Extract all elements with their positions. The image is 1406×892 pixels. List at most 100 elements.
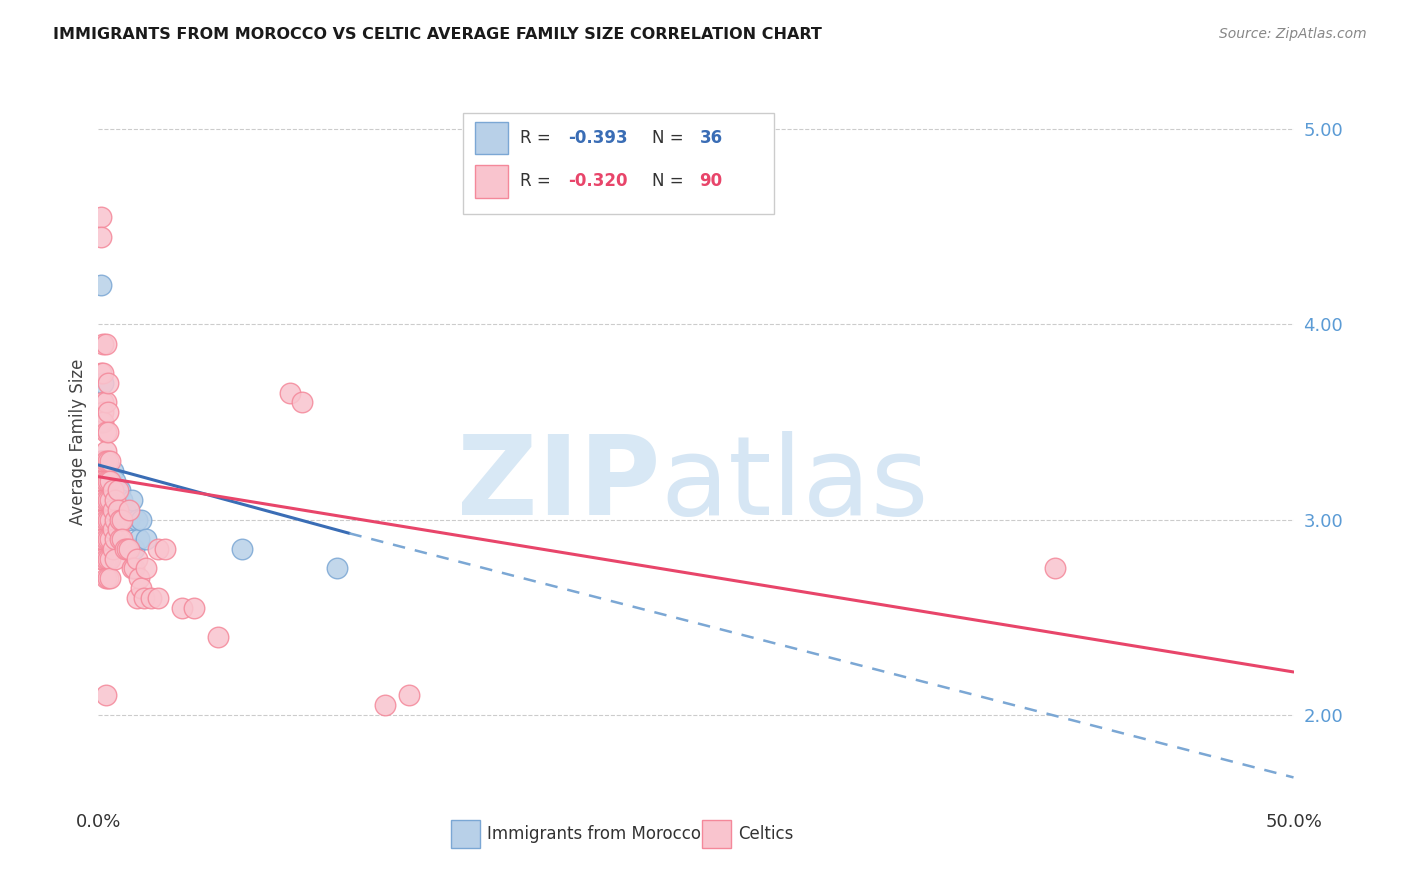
Point — [101, 464, 124, 478]
Point — [94, 337, 117, 351]
Point — [97, 493, 120, 508]
Point — [94, 425, 117, 439]
Point — [291, 395, 314, 409]
Point — [90, 551, 112, 566]
Point — [98, 454, 122, 468]
Point — [90, 513, 112, 527]
Point — [101, 541, 124, 556]
Point — [90, 415, 112, 429]
Point — [91, 493, 114, 508]
Point — [97, 474, 120, 488]
Point — [91, 551, 114, 566]
Text: N =: N = — [652, 129, 689, 147]
FancyBboxPatch shape — [475, 165, 509, 198]
Text: atlas: atlas — [661, 432, 928, 539]
Point — [101, 523, 124, 537]
Point — [97, 571, 120, 585]
Point — [94, 551, 117, 566]
Point — [125, 551, 148, 566]
Point — [94, 532, 117, 546]
Point — [98, 474, 122, 488]
Point — [97, 513, 120, 527]
Point — [91, 337, 114, 351]
Point — [104, 532, 127, 546]
Point — [90, 454, 112, 468]
Point — [231, 541, 253, 556]
Point — [121, 561, 143, 575]
Point — [98, 513, 122, 527]
Point — [131, 513, 153, 527]
Point — [104, 493, 127, 508]
Point — [97, 405, 120, 419]
Point — [108, 483, 131, 498]
Point — [115, 513, 138, 527]
Point — [97, 513, 120, 527]
Point — [91, 415, 114, 429]
Point — [98, 493, 122, 508]
Text: ZIP: ZIP — [457, 432, 661, 539]
Point — [91, 493, 114, 508]
Point — [132, 591, 155, 605]
Point — [125, 591, 148, 605]
Point — [207, 630, 229, 644]
Point — [128, 532, 150, 546]
Point — [90, 366, 112, 380]
Point — [91, 366, 114, 380]
Point — [94, 395, 117, 409]
FancyBboxPatch shape — [463, 112, 773, 214]
Point — [124, 541, 146, 556]
Text: -0.320: -0.320 — [568, 172, 627, 190]
Point — [125, 513, 148, 527]
Point — [97, 376, 120, 390]
Point — [114, 503, 136, 517]
Text: 36: 36 — [700, 129, 723, 147]
Text: R =: R = — [520, 129, 557, 147]
Point — [114, 541, 136, 556]
Point — [104, 513, 127, 527]
Point — [183, 600, 205, 615]
Point — [101, 483, 124, 498]
Point — [108, 513, 131, 527]
Point — [124, 561, 146, 575]
Point — [90, 474, 112, 488]
Point — [107, 513, 129, 527]
Point — [101, 503, 124, 517]
Point — [98, 571, 122, 585]
Point — [135, 561, 157, 575]
Text: Immigrants from Morocco: Immigrants from Morocco — [486, 825, 700, 843]
Point — [111, 513, 134, 527]
Point — [97, 454, 120, 468]
Point — [104, 474, 127, 488]
Point — [90, 278, 112, 293]
Point — [94, 464, 117, 478]
Point — [104, 493, 127, 508]
Point — [107, 483, 129, 498]
Point — [94, 474, 117, 488]
Point — [135, 532, 157, 546]
Point — [98, 513, 122, 527]
Point — [98, 493, 122, 508]
Text: R =: R = — [520, 172, 557, 190]
Point — [97, 425, 120, 439]
Point — [128, 571, 150, 585]
Point — [90, 532, 112, 546]
Point — [94, 689, 117, 703]
Point — [118, 541, 141, 556]
Text: Source: ZipAtlas.com: Source: ZipAtlas.com — [1219, 27, 1367, 41]
Point — [94, 571, 117, 585]
Point — [90, 454, 112, 468]
Point — [139, 591, 162, 605]
FancyBboxPatch shape — [702, 820, 731, 847]
Point — [374, 698, 396, 713]
Point — [90, 474, 112, 488]
FancyBboxPatch shape — [475, 122, 509, 154]
Point — [94, 454, 117, 468]
Point — [91, 395, 114, 409]
Point — [98, 483, 122, 498]
Point — [91, 483, 114, 498]
Point — [111, 493, 134, 508]
Point — [111, 513, 134, 527]
Point — [172, 600, 194, 615]
Point — [1043, 561, 1066, 575]
Point — [91, 454, 114, 468]
